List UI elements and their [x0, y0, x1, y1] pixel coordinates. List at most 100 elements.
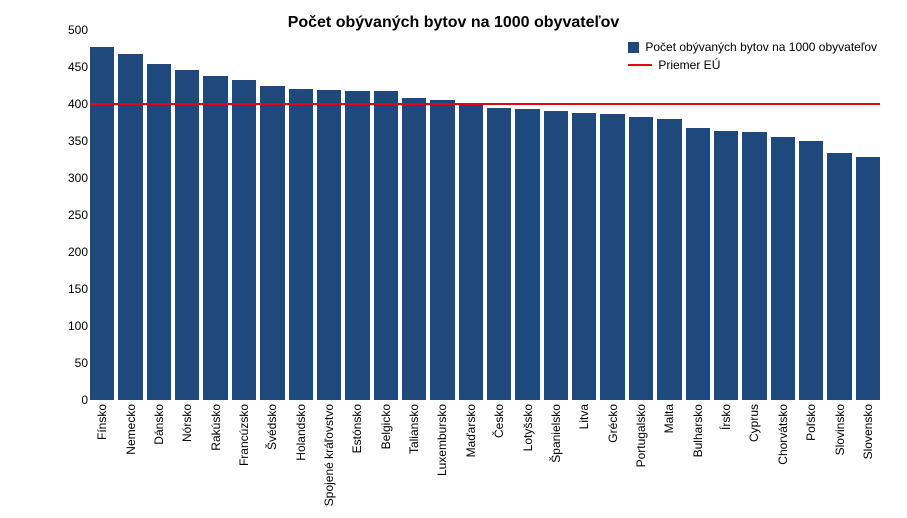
bar-slot: Maďarsko — [459, 30, 483, 400]
bar-slot: Fínsko — [90, 30, 114, 400]
x-label: Rakúsko — [209, 400, 223, 451]
bar-slot: Cyprus — [742, 30, 766, 400]
y-tick: 0 — [58, 393, 88, 407]
x-label: Švédsko — [265, 400, 279, 450]
legend-avg-label: Priemer EÚ — [658, 58, 720, 72]
bar — [686, 128, 710, 400]
x-label: Cyprus — [747, 400, 761, 442]
bar — [459, 105, 483, 400]
x-label: Holandsko — [294, 400, 308, 461]
y-tick: 450 — [58, 60, 88, 74]
x-label: Grécko — [606, 400, 620, 443]
y-tick: 500 — [58, 23, 88, 37]
bar — [147, 64, 171, 400]
bar — [515, 109, 539, 400]
bar — [345, 91, 369, 400]
bar — [487, 108, 511, 400]
y-tick: 200 — [58, 245, 88, 259]
bar — [600, 114, 624, 400]
legend-swatch-bar — [628, 42, 639, 53]
bar — [572, 113, 596, 400]
bar — [317, 90, 341, 400]
legend: Počet obývaných bytov na 1000 obyvateľov… — [628, 40, 877, 76]
legend-series: Počet obývaných bytov na 1000 obyvateľov — [628, 40, 877, 54]
bar — [90, 47, 114, 400]
x-label: Taliansko — [407, 400, 421, 454]
bar — [118, 54, 142, 400]
x-label: Francúzsko — [237, 400, 251, 466]
bar — [799, 141, 823, 400]
bar-slot: Francúzsko — [232, 30, 256, 400]
x-label: Belgicko — [379, 400, 393, 449]
bar-slot: Litva — [572, 30, 596, 400]
bar-slot: Taliansko — [402, 30, 426, 400]
bar — [203, 76, 227, 400]
legend-series-label: Počet obývaných bytov na 1000 obyvateľov — [645, 40, 877, 54]
bar-slot: Belgicko — [374, 30, 398, 400]
bar-slot: Luxembursko — [430, 30, 454, 400]
bar-slot: Rakúsko — [203, 30, 227, 400]
y-tick: 150 — [58, 282, 88, 296]
bars-container: FínskoNemeckoDánskoNórskoRakúskoFrancúzs… — [90, 30, 880, 400]
bar-slot: Spojené kráľovstvo — [317, 30, 341, 400]
legend-avg: Priemer EÚ — [628, 58, 877, 72]
x-label: Slovinsko — [833, 400, 847, 455]
y-tick: 400 — [58, 97, 88, 111]
bar-slot: Bulharsko — [686, 30, 710, 400]
bar-slot: Holandsko — [289, 30, 313, 400]
x-label: Chorvátsko — [776, 400, 790, 465]
y-tick: 50 — [58, 356, 88, 370]
x-label: Spojené kráľovstvo — [322, 400, 336, 506]
bar-slot: Estónsko — [345, 30, 369, 400]
bar-chart: Počet obývaných bytov na 1000 obyvateľov… — [0, 0, 907, 518]
x-label: Írsko — [719, 400, 733, 430]
x-label: Poľsko — [804, 400, 818, 441]
bar-slot: Slovinsko — [827, 30, 851, 400]
bar-slot: Lotyšsko — [515, 30, 539, 400]
bar-slot: Nemecko — [118, 30, 142, 400]
x-label: Nemecko — [124, 400, 138, 455]
bar — [856, 157, 880, 400]
bar — [629, 117, 653, 400]
bar — [232, 80, 256, 400]
x-label: Litva — [577, 400, 591, 429]
bar — [714, 131, 738, 400]
x-label: Malta — [662, 400, 676, 433]
bar — [260, 86, 284, 400]
bar — [657, 119, 681, 400]
x-label: Slovensko — [861, 400, 875, 459]
plot-area: FínskoNemeckoDánskoNórskoRakúskoFrancúzs… — [90, 30, 880, 400]
x-label: Nórsko — [180, 400, 194, 442]
bar — [742, 132, 766, 400]
x-label: Česko — [492, 400, 506, 438]
bar — [430, 100, 454, 400]
x-label: Luxembursko — [435, 400, 449, 476]
bar-slot: Španielsko — [544, 30, 568, 400]
y-tick: 100 — [58, 319, 88, 333]
bar — [289, 89, 313, 400]
bar-slot: Nórsko — [175, 30, 199, 400]
bar — [175, 70, 199, 400]
bar-slot: Portugalsko — [629, 30, 653, 400]
bar-slot: Malta — [657, 30, 681, 400]
bar — [374, 91, 398, 400]
x-label: Španielsko — [549, 400, 563, 463]
bar — [827, 153, 851, 400]
bar-slot: Írsko — [714, 30, 738, 400]
x-label: Portugalsko — [634, 400, 648, 467]
y-tick: 300 — [58, 171, 88, 185]
legend-swatch-line — [628, 64, 652, 67]
avg-line — [90, 103, 880, 106]
x-label: Lotyšsko — [521, 400, 535, 451]
x-label: Bulharsko — [691, 400, 705, 457]
bar — [402, 98, 426, 400]
x-label: Maďarsko — [464, 400, 478, 457]
y-tick: 350 — [58, 134, 88, 148]
x-label: Estónsko — [350, 400, 364, 453]
bar-slot: Česko — [487, 30, 511, 400]
x-label: Dánsko — [152, 400, 166, 445]
bar-slot: Švédsko — [260, 30, 284, 400]
y-axis: 050100150200250300350400450500 — [60, 30, 90, 400]
bar-slot: Poľsko — [799, 30, 823, 400]
bar-slot: Grécko — [600, 30, 624, 400]
